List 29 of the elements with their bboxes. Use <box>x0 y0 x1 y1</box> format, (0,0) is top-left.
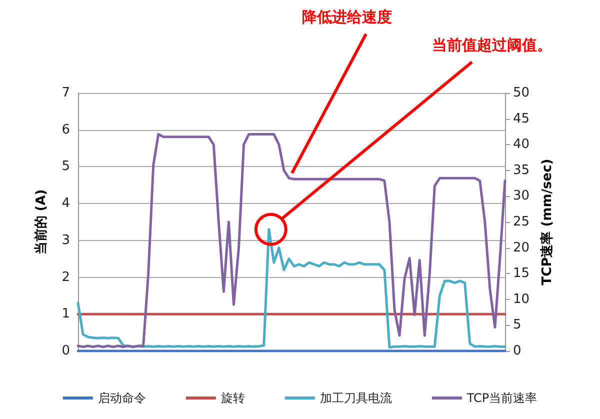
y-tick-label: 5 <box>62 159 70 174</box>
y2-tick-label: 5 <box>513 318 522 333</box>
y2-tick-label: 0 <box>513 344 522 358</box>
y-tick-label: 2 <box>62 270 70 285</box>
text: 降低进给速度 <box>302 8 392 27</box>
legend-label: TCP当前速率 <box>466 391 538 405</box>
legend-label: 旋转 <box>220 391 245 405</box>
y2-axis-title: TCP速率 (mm/sec) <box>539 158 555 286</box>
legend-label: 启动命令 <box>98 391 146 405</box>
y2-tick-label: 30 <box>513 188 530 204</box>
y2-tick-label: 15 <box>513 266 530 282</box>
y2-tick-label: 45 <box>513 111 530 126</box>
line-series <box>76 133 506 348</box>
y2-tick-label: 35 <box>513 162 530 178</box>
legend-label: 加工刀具电流 <box>320 391 392 405</box>
y2-tick-label: 40 <box>513 137 530 152</box>
text: 当前值超过阈值。 <box>432 36 552 55</box>
y-axis-title: 当前的 (A) <box>34 189 49 255</box>
y-tick-label: 7 <box>62 86 70 100</box>
y-tick-label: 0 <box>62 344 70 358</box>
y2-tick-label: 50 <box>513 86 530 100</box>
y2-tick-label: 20 <box>513 240 530 256</box>
y2-tick-label: 10 <box>513 292 530 307</box>
y2-tick-label: 25 <box>513 214 530 230</box>
y-tick-label: 6 <box>62 122 70 138</box>
y-tick-label: 4 <box>62 196 70 212</box>
line-series <box>76 228 506 349</box>
y-tick-label: 1 <box>62 306 70 322</box>
y-tick-label: 3 <box>62 232 70 248</box>
